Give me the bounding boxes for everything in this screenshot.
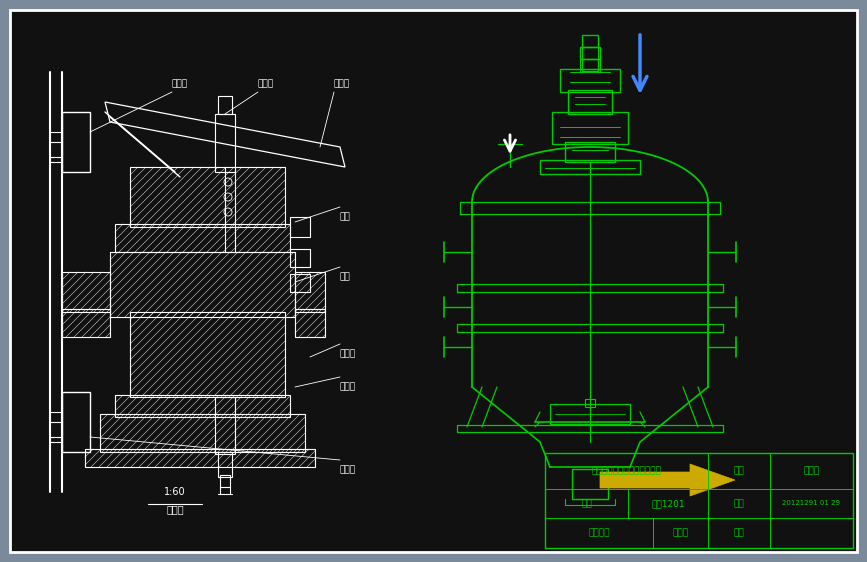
Text: 下轨道: 下轨道 xyxy=(340,350,356,359)
Bar xyxy=(550,404,630,424)
Text: 下压轮: 下压轮 xyxy=(340,465,356,474)
Text: 20121291 01 29: 20121291 01 29 xyxy=(782,500,840,506)
Text: 学号: 学号 xyxy=(733,499,745,508)
Bar xyxy=(290,249,310,267)
Text: 下冲杆: 下冲杆 xyxy=(340,383,356,392)
Text: 王卫民: 王卫民 xyxy=(673,528,688,537)
Bar xyxy=(215,114,235,172)
Text: 余小庆: 余小庆 xyxy=(804,466,819,475)
Bar xyxy=(218,96,232,114)
Bar xyxy=(62,112,90,172)
Bar xyxy=(85,449,315,467)
Bar xyxy=(552,112,628,144)
Bar xyxy=(560,69,620,92)
Bar xyxy=(290,274,310,292)
Bar xyxy=(62,392,90,452)
Bar xyxy=(115,395,290,417)
Bar xyxy=(545,453,853,548)
Bar xyxy=(62,309,110,337)
Text: 压片机: 压片机 xyxy=(166,504,184,514)
Text: 中模: 中模 xyxy=(340,212,351,221)
Text: 上轨道: 上轨道 xyxy=(334,79,350,88)
Bar xyxy=(580,47,600,59)
Text: 姓名: 姓名 xyxy=(733,466,745,475)
Bar xyxy=(540,160,640,174)
Bar xyxy=(568,90,612,114)
Text: 班级: 班级 xyxy=(581,499,592,508)
Bar xyxy=(115,224,290,252)
Bar xyxy=(582,35,598,47)
Polygon shape xyxy=(600,464,735,496)
Bar xyxy=(295,309,325,337)
Bar xyxy=(290,217,310,237)
Bar xyxy=(582,59,598,71)
Text: 指导教师: 指导教师 xyxy=(588,528,610,537)
Text: 制药1201: 制药1201 xyxy=(651,499,685,508)
Text: 转台: 转台 xyxy=(340,273,351,282)
Bar xyxy=(295,272,325,312)
Bar xyxy=(565,142,615,162)
Bar xyxy=(130,312,285,397)
Bar xyxy=(110,252,295,317)
Bar xyxy=(218,452,232,477)
Text: 上压轮: 上压轮 xyxy=(172,79,188,88)
Text: 审核: 审核 xyxy=(733,528,745,537)
Text: 上冲杆: 上冲杆 xyxy=(258,79,274,88)
Bar xyxy=(220,475,230,487)
Bar xyxy=(62,272,110,312)
Bar xyxy=(572,469,608,499)
Bar xyxy=(130,167,285,227)
Bar xyxy=(585,399,595,407)
Bar xyxy=(215,397,235,454)
Text: 1:60: 1:60 xyxy=(164,487,186,497)
Text: 压片机结构及操纵机结示意图: 压片机结构及操纵机结示意图 xyxy=(591,466,662,475)
Bar xyxy=(100,414,305,452)
